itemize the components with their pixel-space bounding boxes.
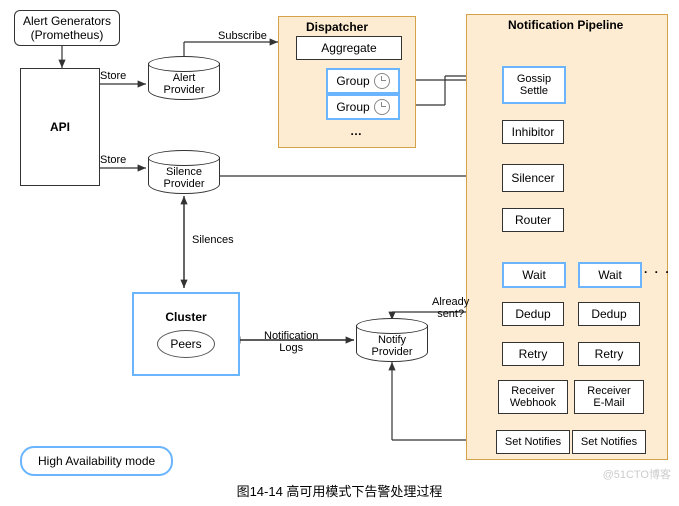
wait-box-1: Wait bbox=[502, 262, 566, 288]
alert-provider-label: Alert Provider bbox=[148, 72, 220, 96]
gossip-settle-box: Gossip Settle bbox=[502, 66, 566, 104]
receiver-box-2: Receiver E-Mail bbox=[574, 380, 644, 414]
pipeline-dots: . . . bbox=[644, 262, 671, 276]
clock-icon bbox=[374, 99, 390, 115]
dedup-box-2: Dedup bbox=[578, 302, 640, 326]
wait1-label: Wait bbox=[522, 268, 546, 282]
ha-mode-label: High Availability mode bbox=[38, 454, 155, 468]
subscribe-label: Subscribe bbox=[218, 30, 267, 42]
silence-provider-label: Silence Provider bbox=[148, 166, 220, 190]
alert-generators-box: Alert Generators (Prometheus) bbox=[14, 10, 120, 46]
notification-logs-label: Notification Logs bbox=[264, 330, 318, 354]
dispatcher-title: Dispatcher bbox=[306, 20, 368, 34]
clock-icon bbox=[374, 73, 390, 89]
set-notifies-box-1: Set Notifies bbox=[496, 430, 570, 454]
silencer-label: Silencer bbox=[511, 171, 554, 185]
diagram-root: Alert Generators (Prometheus) API Alert … bbox=[0, 0, 679, 506]
dedup2-label: Dedup bbox=[591, 307, 626, 321]
setnot1-label: Set Notifies bbox=[505, 436, 561, 448]
receiver1-label: Receiver Webhook bbox=[510, 385, 556, 409]
watermark: @51CTO博客 bbox=[603, 466, 671, 482]
store-label-2: Store bbox=[100, 154, 126, 166]
gossip-settle-label: Gossip Settle bbox=[517, 73, 551, 97]
pipeline-title: Notification Pipeline bbox=[508, 18, 623, 32]
router-label: Router bbox=[515, 213, 551, 227]
dedup-box-1: Dedup bbox=[502, 302, 564, 326]
aggregate-box: Aggregate bbox=[296, 36, 402, 60]
ha-mode-badge: High Availability mode bbox=[20, 446, 173, 476]
peers-cloud: Peers bbox=[157, 330, 214, 358]
inhibitor-label: Inhibitor bbox=[512, 125, 555, 139]
dedup1-label: Dedup bbox=[515, 307, 550, 321]
receiver2-label: Receiver E-Mail bbox=[587, 385, 630, 409]
caption: 图14-14 高可用模式下告警处理过程 bbox=[0, 481, 679, 500]
set-notifies-box-2: Set Notifies bbox=[572, 430, 646, 454]
retry-box-1: Retry bbox=[502, 342, 564, 366]
already-sent-label: Already sent? bbox=[432, 296, 469, 320]
wait2-label: Wait bbox=[598, 268, 622, 282]
inhibitor-box: Inhibitor bbox=[502, 120, 564, 144]
group-box-1: Group bbox=[326, 68, 400, 94]
retry2-label: Retry bbox=[595, 347, 624, 361]
setnot2-label: Set Notifies bbox=[581, 436, 637, 448]
retry-box-2: Retry bbox=[578, 342, 640, 366]
dispatcher-ellipsis: … bbox=[350, 124, 364, 138]
wait-box-2: Wait bbox=[578, 262, 642, 288]
silencer-box: Silencer bbox=[502, 164, 564, 192]
peers-label: Peers bbox=[170, 337, 201, 351]
router-box: Router bbox=[502, 208, 564, 232]
cluster-box: Cluster Peers bbox=[132, 292, 240, 376]
group1-label: Group bbox=[336, 74, 369, 88]
api-label: API bbox=[50, 120, 70, 134]
aggregate-label: Aggregate bbox=[321, 41, 376, 55]
group-box-2: Group bbox=[326, 94, 400, 120]
group2-label: Group bbox=[336, 100, 369, 114]
cluster-title: Cluster bbox=[165, 310, 206, 324]
receiver-box-1: Receiver Webhook bbox=[498, 380, 568, 414]
notify-provider-label: Notify Provider bbox=[356, 334, 428, 358]
api-box: API bbox=[20, 68, 100, 186]
silences-label: Silences bbox=[192, 234, 234, 246]
retry1-label: Retry bbox=[519, 347, 548, 361]
store-label-1: Store bbox=[100, 70, 126, 82]
alert-generators-label: Alert Generators (Prometheus) bbox=[23, 14, 111, 42]
